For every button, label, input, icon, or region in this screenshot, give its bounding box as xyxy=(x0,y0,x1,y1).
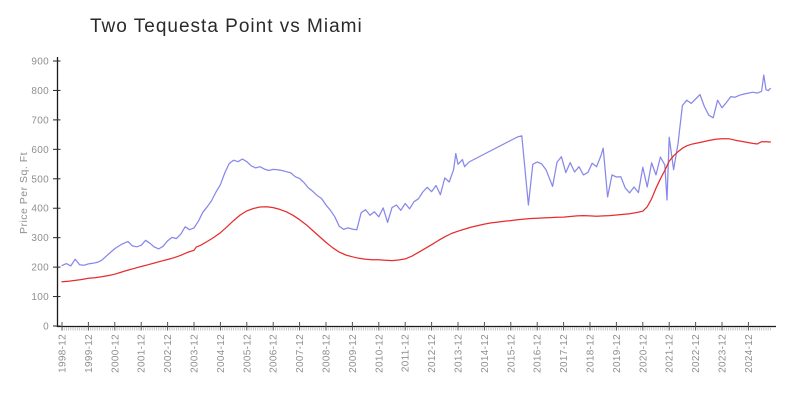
x-tick-label: 2003-12 xyxy=(190,334,201,373)
x-tick-label: 2018-12 xyxy=(586,334,597,373)
y-tick-label: 200 xyxy=(31,263,49,274)
y-axis-ticks: 0 100 200 300 400 500 600 700 800 900 xyxy=(31,57,61,333)
y-tick-label: 900 xyxy=(31,57,49,68)
x-tick-label: 2019-12 xyxy=(612,334,623,373)
x-tick-label: 2000-12 xyxy=(110,334,121,373)
x-tick-label: 2011-12 xyxy=(401,334,412,372)
x-tick-label: 2005-12 xyxy=(242,334,253,373)
x-tick-label: 2017-12 xyxy=(559,334,570,373)
series-line-miami xyxy=(61,138,772,283)
x-tick-label: 2022-12 xyxy=(691,334,702,373)
axis-lines xyxy=(56,57,776,328)
series-line-two-tequesta-point xyxy=(61,74,772,267)
x-tick-label: 2007-12 xyxy=(295,334,306,373)
x-tick-label: 1999-12 xyxy=(84,334,95,373)
x-tick-label: 2020-12 xyxy=(638,334,649,373)
x-tick-label: 1998-12 xyxy=(58,334,69,373)
y-tick-label: 300 xyxy=(31,233,49,244)
series-lines xyxy=(61,74,772,283)
x-axis-ticks: 1998-12 1999-12 2000-12 2001-12 2002-12 2003-… xyxy=(58,322,755,373)
x-tick-label: 2010-12 xyxy=(374,334,385,373)
x-tick-label: 2004-12 xyxy=(216,334,227,373)
x-tick-label: 2024-12 xyxy=(744,334,755,373)
x-tick-label: 2023-12 xyxy=(718,334,729,373)
chart-title: Two Tequesta Point vs Miami xyxy=(90,16,363,37)
y-tick-label: 600 xyxy=(31,145,49,156)
x-tick-label: 2002-12 xyxy=(163,334,174,373)
x-axis-minor-ticks xyxy=(63,327,771,331)
y-tick-label: 0 xyxy=(43,322,49,333)
x-tick-label: 2013-12 xyxy=(454,334,465,373)
y-axis-label: Price Per Sq. Ft xyxy=(18,152,30,234)
y-tick-label: 700 xyxy=(31,115,49,126)
x-tick-label: 2001-12 xyxy=(137,334,148,373)
y-tick-label: 400 xyxy=(31,204,49,215)
x-tick-label: 2012-12 xyxy=(427,334,438,373)
x-tick-label: 2016-12 xyxy=(533,334,544,373)
y-tick-label: 500 xyxy=(31,174,49,185)
x-tick-label: 2006-12 xyxy=(269,334,280,373)
y-tick-label: 800 xyxy=(31,86,49,97)
x-tick-label: 2008-12 xyxy=(322,334,333,373)
x-tick-label: 2021-12 xyxy=(665,334,676,373)
x-tick-label: 2014-12 xyxy=(480,334,491,373)
x-tick-label: 2009-12 xyxy=(348,334,359,373)
y-tick-label: 100 xyxy=(31,292,49,303)
x-tick-label: 2015-12 xyxy=(506,334,517,373)
